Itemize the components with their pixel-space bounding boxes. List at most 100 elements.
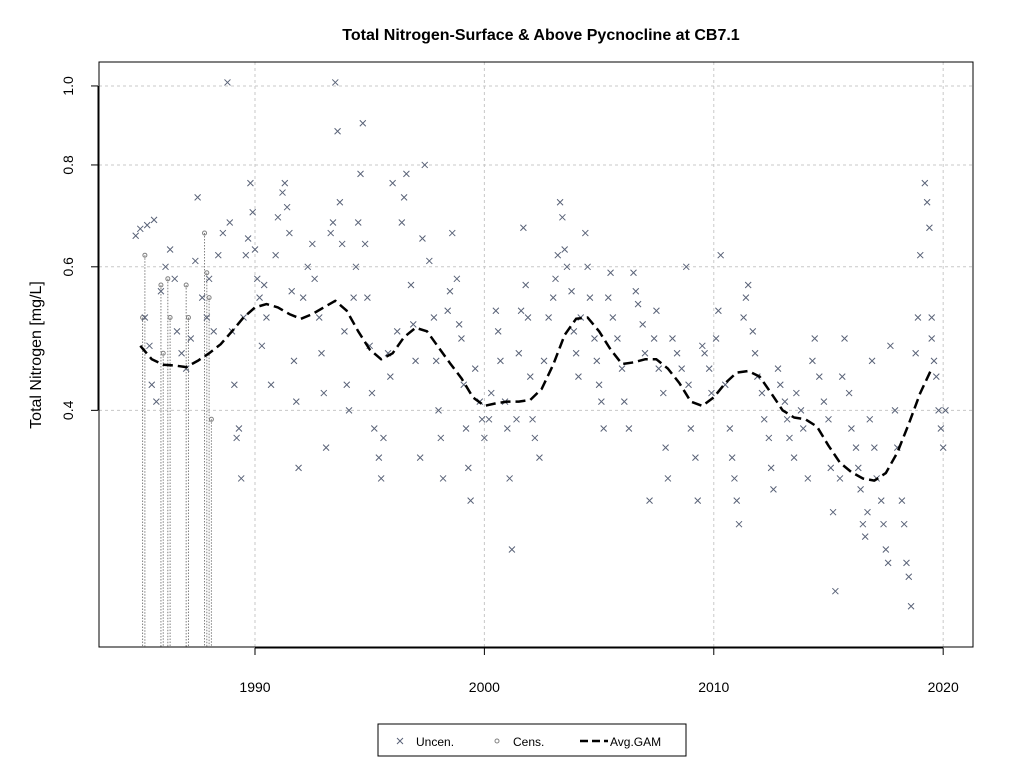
uncensored-point <box>854 464 862 472</box>
uncensored-point <box>458 335 465 342</box>
uncensored-point <box>235 425 243 432</box>
uncensored-point <box>866 415 874 423</box>
uncensored-point <box>701 349 708 357</box>
uncensored-point <box>166 246 174 253</box>
uncensored-point <box>827 464 835 472</box>
uncensored-point <box>825 415 832 423</box>
plot-frame <box>98 61 974 648</box>
uncensored-point <box>877 497 885 504</box>
uncensored-point <box>731 475 738 482</box>
uncensored-point <box>811 335 819 342</box>
uncensored-point <box>146 342 153 350</box>
uncensored-point <box>336 198 344 206</box>
uncensored-point <box>178 349 185 357</box>
uncensored-point <box>263 314 270 321</box>
uncensored-point <box>733 497 741 504</box>
uncensored-point <box>487 389 495 397</box>
uncensored-point <box>887 342 894 350</box>
uncensored-point <box>735 520 743 528</box>
uncensored-point <box>531 434 539 442</box>
uncensored-point <box>481 434 488 442</box>
uncensored-point <box>804 475 812 482</box>
uncensored-point <box>705 365 713 373</box>
y-tick-label: 0.4 <box>60 400 76 420</box>
uncensored-point <box>157 287 165 295</box>
uncensored-point <box>341 327 348 335</box>
uncensored-point <box>290 357 298 365</box>
uncensored-point <box>937 425 945 432</box>
uncensored-point <box>793 389 800 397</box>
uncensored-point <box>852 444 860 452</box>
uncensored-point <box>930 357 938 365</box>
uncensored-point <box>673 349 681 357</box>
uncensored-point <box>274 213 282 221</box>
uncensored-point <box>471 365 479 373</box>
uncensored-point <box>914 314 922 321</box>
uncensored-point <box>916 251 924 259</box>
uncensored-point <box>522 281 530 289</box>
uncensored-point <box>797 406 805 414</box>
uncensored-point <box>295 464 302 472</box>
uncensored-point <box>880 520 887 528</box>
uncensored-point <box>453 275 461 283</box>
uncensored-point <box>609 314 617 321</box>
uncensored-point <box>368 389 376 397</box>
uncensored-point <box>435 406 442 414</box>
uncensored-point <box>928 335 936 342</box>
uncensored-point <box>554 251 562 259</box>
uncensored-point <box>162 263 169 271</box>
uncensored-point <box>607 269 614 277</box>
uncensored-point <box>912 349 920 357</box>
y-tick-label: 0.6 <box>60 257 76 277</box>
uncensored-point <box>203 314 211 321</box>
uncensored-point <box>171 275 179 283</box>
uncensored-point <box>767 464 775 472</box>
uncensored-point <box>506 475 513 482</box>
uncensored-point <box>653 307 660 315</box>
uncensored-point <box>905 573 913 581</box>
uncensored-point <box>529 415 536 423</box>
uncensored-point <box>630 269 637 277</box>
uncensored-point <box>868 357 876 365</box>
uncensored-point <box>485 415 493 423</box>
uncensored-point <box>561 246 569 253</box>
uncensored-point <box>419 235 426 242</box>
uncensored-point <box>464 464 472 472</box>
uncensored-point <box>279 189 286 196</box>
uncensored-point <box>187 335 195 342</box>
uncensored-point <box>694 497 702 504</box>
uncensored-point <box>320 389 328 397</box>
x-tick-label: 2000 <box>469 679 500 695</box>
uncensored-point <box>288 287 296 295</box>
uncensored-point <box>205 275 213 283</box>
uncensored-point <box>655 365 663 373</box>
uncensored-point <box>859 520 867 528</box>
uncensored-point <box>398 219 406 226</box>
uncensored-point <box>536 454 543 461</box>
uncensored-point <box>467 497 474 504</box>
uncensored-point <box>664 475 672 482</box>
uncensored-point <box>226 219 234 226</box>
uncensored-point <box>253 275 261 283</box>
uncensored-point <box>942 406 949 414</box>
uncensored-point <box>448 229 456 237</box>
uncensored-point <box>524 314 532 321</box>
uncensored-point <box>143 221 151 229</box>
uncensored-point <box>749 327 757 335</box>
uncensored-point <box>650 335 658 342</box>
uncensored-point <box>327 229 335 237</box>
uncensored-point <box>921 179 929 187</box>
x-tick-label: 2020 <box>928 679 959 695</box>
uncensored-point <box>770 485 777 493</box>
uncensored-point <box>375 454 383 461</box>
uncensored-point <box>409 320 417 328</box>
uncensored-point <box>318 349 325 357</box>
uncensored-point <box>432 357 440 365</box>
censored-point <box>158 282 164 288</box>
censored-point <box>202 230 208 236</box>
uncensored-point <box>568 287 575 295</box>
uncensored-point <box>669 335 676 342</box>
x-axis: 1990 2000 2010 2020 <box>239 647 959 695</box>
uncensored-point <box>549 294 557 301</box>
uncensored-point <box>173 327 181 335</box>
